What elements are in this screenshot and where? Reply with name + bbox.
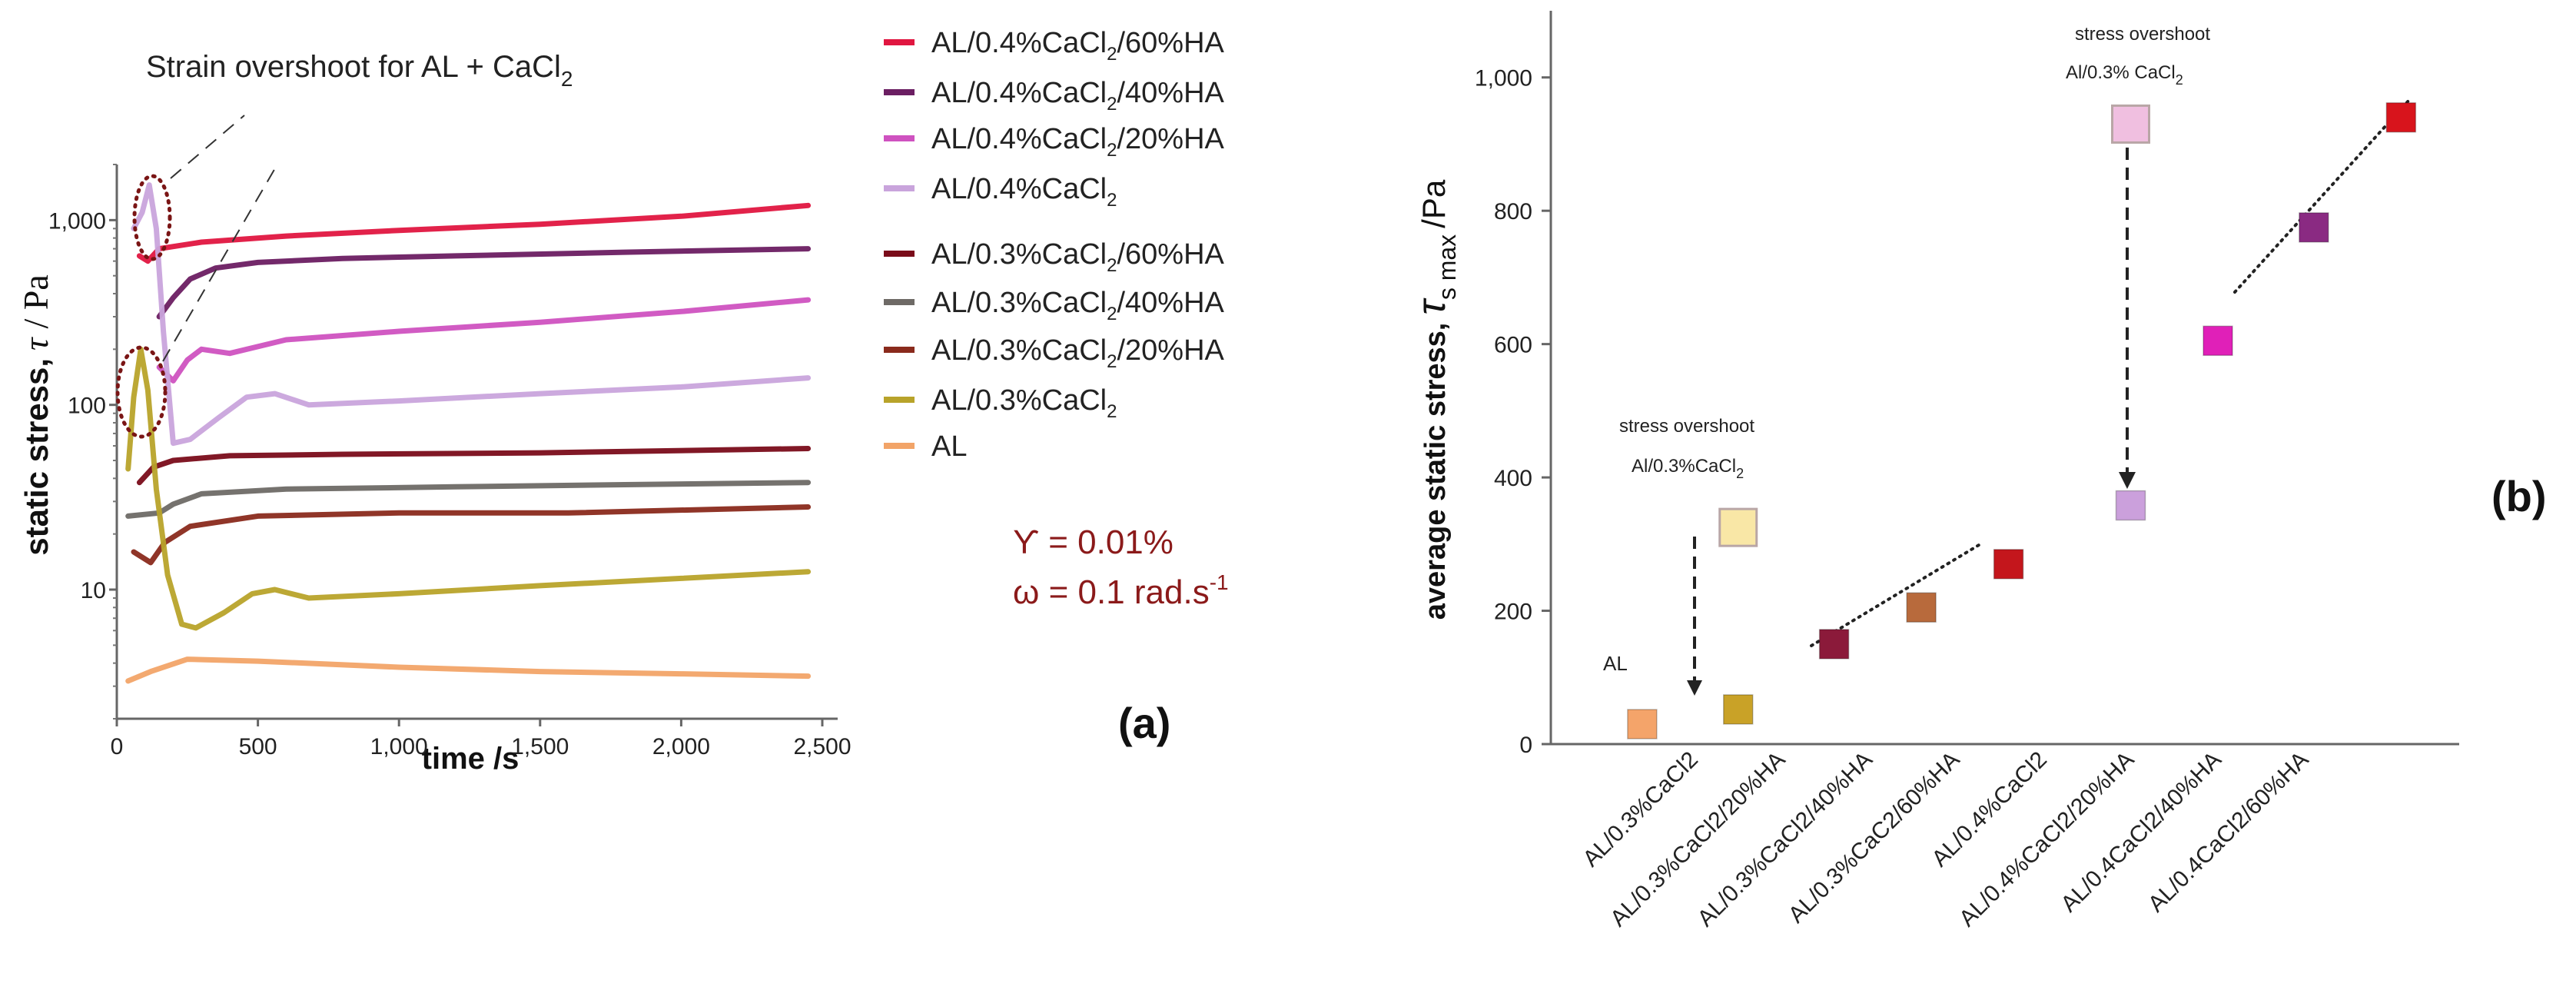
panel-b-point-2 [1723, 694, 1754, 725]
panel-b-point-5 [1993, 549, 2024, 580]
panel-a-title: Strain overshoot for AL + CaCl2 [146, 50, 573, 91]
panel-a-x-tick-label-3: 1,500 [511, 734, 569, 759]
overshoot-arrowhead-0-3 [1687, 680, 1702, 696]
panel-b-point-0 [1627, 709, 1658, 739]
panel-b-y-tick-label-4: 800 [1494, 199, 1532, 224]
panel-b-point-4 [1906, 592, 1937, 623]
legend-label-4: AL/0.3%CaCl2/60%HA [931, 238, 1225, 276]
panel-b-point-9 [2299, 212, 2329, 243]
overshoot-circle-lower [115, 345, 168, 439]
panel-a-line-chart: Strain overshoot for AL + CaCl2 static s… [16, 27, 1229, 776]
panel-a-label: (a) [1118, 699, 1170, 747]
frequency-label: ω = 0.1 rad.s-1 [1013, 570, 1229, 611]
panel-a-x-tick-label-0: 0 [111, 734, 124, 759]
strain-amplitude-label: ϒ = 0.01% [1013, 523, 1173, 561]
al-annotation: AL [1603, 652, 1628, 675]
panel-b-points [1627, 102, 2417, 739]
panel-a-y-tick-label-0: 10 [81, 578, 106, 603]
overshoot-arrowhead-0-4 [2119, 472, 2136, 489]
trend-line-0-3 [1810, 541, 1984, 647]
panel-a-series-line-0 [136, 202, 812, 264]
panel-b-point-10 [2385, 102, 2417, 133]
panel-b-scatter-chart: average static stress,τs max/Pa 0 200 400 6… [1409, 11, 2547, 932]
panel-b-point-1 [1718, 507, 1758, 547]
panel-a-series-line-2 [156, 297, 812, 384]
panel-a-y-tick-label-1: 100 [68, 394, 106, 419]
overshoot-annotation-0-3-line1: stress overshoot [1619, 416, 1754, 437]
panel-b-x-tick-label-3: AL/0.3%CaC2/60%HA [1784, 747, 1965, 929]
panel-a-series-line-4 [136, 446, 812, 486]
panel-b-x-tick-label-5: AL/0.4%CaCl2/20%HA [1954, 747, 2139, 932]
panel-a-x-tick-label-1: 500 [239, 734, 277, 759]
panel-b-y-ticks: 0 200 400 600 800 1,000 [1475, 66, 1551, 758]
panel-b-x-ticks: AL/0.3%CaCl2AL/0.3%CaCl2/20%HAAL/0.3%CaC… [1578, 747, 2313, 932]
legend-label-5: AL/0.3%CaCl2/40%HA [931, 287, 1225, 324]
panel-b-y-tick-label-2: 400 [1494, 466, 1532, 491]
panel-a-x-tick-label-2: 1,000 [370, 734, 428, 759]
panel-b-label: (b) [2491, 472, 2547, 520]
panel-a-legend: AL/0.4%CaCl2/60%HA AL/0.4%CaCl2/40%HA AL/0… [884, 27, 1225, 463]
legend-label-2: AL/0.4%CaCl2/20%HA [931, 123, 1225, 161]
panel-b-point-8 [2203, 325, 2233, 357]
panel-b-x-tick-label-7: AL/0.4CaCl2/60%HA [2143, 747, 2313, 917]
panel-b-x-tick-label-2: AL/0.3%CaCl2/40%HA [1693, 747, 1877, 932]
overshoot-guide-upper [170, 115, 245, 179]
panel-b-point-6 [2111, 104, 2150, 144]
overshoot-annotation-0-3-line2: Al/0.3%CaCl2 [1632, 456, 1744, 481]
panel-a-series-line-3 [131, 182, 812, 447]
legend-label-7: AL/0.3%CaCl2 [931, 384, 1117, 422]
overshoot-guide-lower [162, 162, 279, 362]
panel-b-y-tick-label-3: 600 [1494, 333, 1532, 358]
panel-a-series [125, 182, 812, 684]
trend-line-0-4 [2233, 98, 2411, 294]
panel-a-series-line-6 [131, 504, 812, 566]
panel-a-series-line-8 [125, 656, 812, 684]
panel-b-y-tick-label-5: 1,000 [1475, 66, 1532, 91]
panel-a-x-axis-label: time /s [422, 742, 520, 776]
panel-a-x-tick-label-4: 2,000 [652, 734, 710, 759]
panel-b-point-7 [2115, 490, 2146, 521]
panel-b-y-axis-label: average static stress,τs max/Pa [1409, 179, 1461, 620]
panel-a-y-tick-label-2: 1,000 [48, 208, 106, 234]
overshoot-annotation-0-4-line2: Al/0.3% CaCl2 [2066, 62, 2183, 88]
legend-label-6: AL/0.3%CaCl2/20%HA [931, 334, 1225, 372]
panel-b-x-tick-label-1: AL/0.3%CaCl2/20%HA [1605, 747, 1790, 932]
legend-label-1: AL/0.4%CaCl2/40%HA [931, 77, 1225, 115]
legend-label-3: AL/0.4%CaCl2 [931, 173, 1117, 211]
panel-a-series-line-1 [156, 246, 812, 320]
panel-a-series-line-7 [125, 346, 812, 631]
legend-label-8: AL [931, 430, 967, 463]
panel-a-x-tick-label-5: 2,500 [793, 734, 851, 759]
panel-a-y-ticks: 10 100 1,000 [48, 164, 117, 720]
panel-a-x-ticks: 0 500 1,000 1,500 2,000 2,500 [111, 719, 851, 759]
overshoot-annotation-0-4-line1: stress overshoot [2075, 24, 2210, 45]
panel-b-y-tick-label-0: 0 [1519, 733, 1532, 758]
legend-label-0: AL/0.4%CaCl2/60%HA [931, 27, 1225, 65]
panel-b-x-tick-label-6: AL/0.4CaCl2/40%HA [2056, 747, 2226, 917]
panel-b-point-3 [1818, 629, 1850, 660]
panel-a-y-axis-label: static stress,τ/ Pa [16, 274, 55, 556]
overshoot-circle-upper [132, 174, 172, 261]
panel-b-y-tick-label-1: 200 [1494, 600, 1532, 625]
